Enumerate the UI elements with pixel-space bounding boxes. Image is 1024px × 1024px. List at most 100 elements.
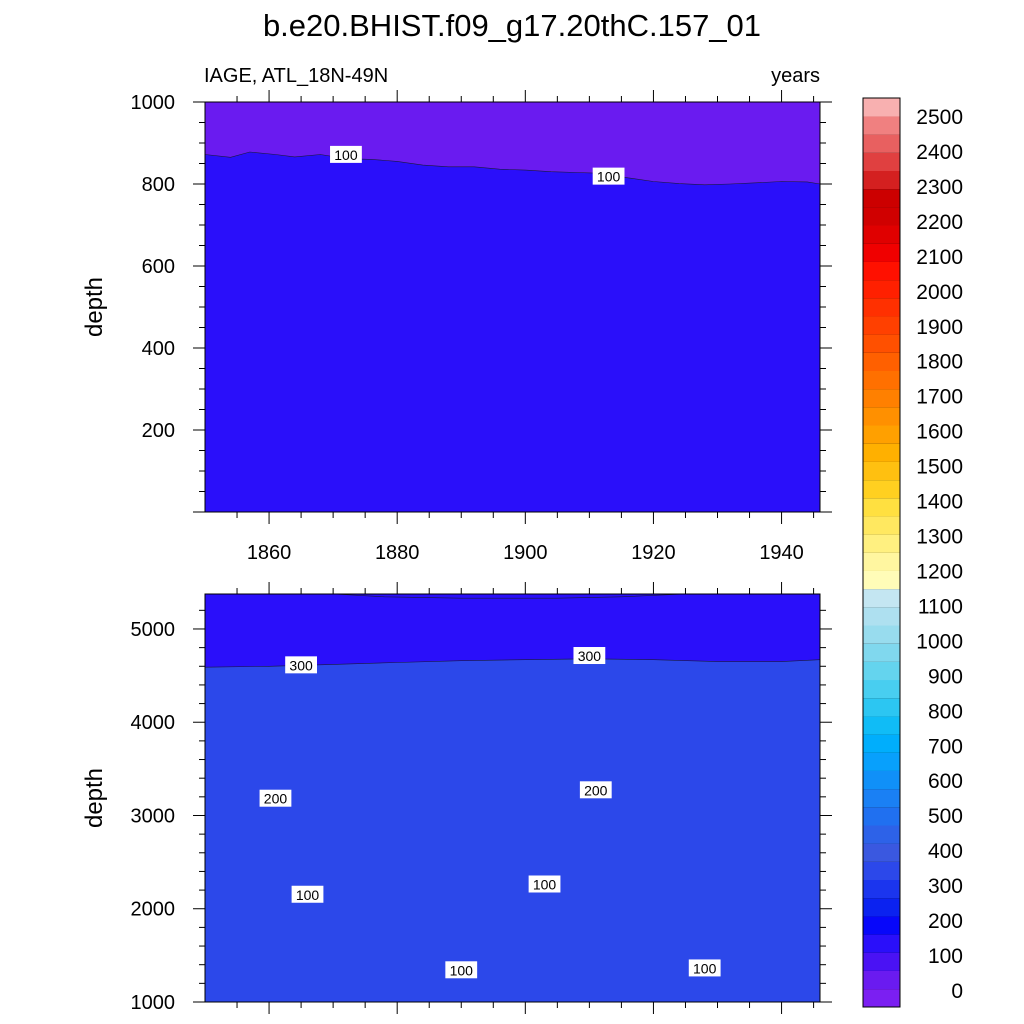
deep-ocean-panel: 100 100 100 100 200 200 300 300 1000 2000 3000 4000… (81, 582, 832, 1014)
colorbar-label-200: 200 (928, 910, 963, 933)
colorbar-swatch-18 (863, 661, 900, 681)
y-tick-label-bottom-3000: 3000 (131, 805, 176, 827)
svg-text:300: 300 (578, 648, 602, 664)
colorbar-label-400: 400 (928, 840, 963, 863)
colorbar-swatch-46 (863, 152, 900, 172)
colorbar-label-1900: 1900 (916, 316, 963, 339)
colorbar-label-300: 300 (928, 875, 963, 898)
colorbar-swatch-5 (863, 897, 900, 917)
variable-region-label: IAGE, ATL_18N-49N (204, 65, 388, 87)
colorbar-swatch-31 (863, 425, 900, 444)
y-axis-label-bottom: depth (81, 768, 108, 828)
contour-label-bottom-6: 300 (285, 656, 317, 674)
svg-text:100: 100 (533, 876, 557, 892)
colorbar-label-2100: 2100 (916, 246, 963, 269)
colorbar-label-100: 100 (928, 945, 963, 968)
colorbar-swatch-16 (863, 697, 900, 717)
colorbar-label-1700: 1700 (916, 386, 963, 409)
colorbar-swatch-20 (863, 625, 900, 644)
plot-frame-bottom (204, 593, 821, 1003)
colorbar-swatch-6 (863, 879, 900, 899)
colorbar-label-900: 900 (928, 665, 963, 688)
svg-text:100: 100 (450, 962, 474, 978)
colorbar-label-1500: 1500 (916, 456, 963, 479)
colorbar-label-600: 600 (928, 770, 963, 793)
y-tick-label-top-1000: 1000 (131, 92, 176, 114)
contour-label-bottom-5: 200 (579, 781, 612, 799)
colorbar-swatch-32 (863, 407, 900, 426)
svg-text:100: 100 (296, 887, 320, 903)
y-tick-label-top-600: 600 (142, 256, 175, 278)
y-tick-label-top-400: 400 (142, 338, 175, 360)
colorbar: 0 100 200 300 400 500 600 700 800 900 1000 1100 1200… (862, 97, 963, 1008)
colorbar-label-500: 500 (928, 805, 963, 828)
x-tick-label-top-1940: 1940 (759, 542, 804, 564)
colorbar-swatch-41 (863, 243, 900, 262)
colorbar-swatch-15 (863, 716, 900, 735)
colorbar-swatch-2 (863, 952, 900, 971)
svg-text:300: 300 (289, 657, 313, 673)
contour-label-bottom-7: 300 (573, 647, 606, 665)
colorbar-swatch-24 (863, 552, 900, 571)
y-tick-label-bottom-5000: 5000 (131, 619, 176, 641)
colorbar-swatch-26 (863, 516, 900, 535)
contour-label-bottom-4: 200 (259, 789, 292, 807)
contour-label-top-0: 100 (330, 145, 362, 163)
svg-text:100: 100 (597, 169, 621, 185)
colorbar-swatch-38 (863, 297, 900, 317)
contour-label-bottom-3: 100 (528, 875, 561, 893)
colorbar-swatch-48 (863, 116, 900, 135)
colorbar-swatch-39 (863, 279, 900, 299)
colorbar-label-2300: 2300 (916, 176, 963, 199)
contour-label-bottom-2: 100 (291, 885, 324, 903)
colorbar-swatch-45 (863, 170, 900, 190)
colorbar-swatch-10 (863, 807, 900, 826)
colorbar-swatch-37 (863, 316, 900, 335)
colorbar-label-1100: 1100 (918, 595, 963, 618)
colorbar-swatch-40 (863, 261, 900, 281)
contour-label-top-1: 100 (592, 167, 625, 185)
upper-ocean-panel: 100 100 1860 1880 1900 1920 1940 200 400 600 800 10… (81, 90, 832, 564)
colorbar-swatch-21 (863, 607, 900, 626)
colorbar-swatch-19 (863, 643, 900, 662)
colorbar-label-800: 800 (928, 700, 963, 723)
colorbar-swatch-8 (863, 843, 900, 862)
contour-label-bottom-0: 100 (445, 961, 478, 979)
contour-line-extra-bottom-0 (333, 594, 686, 599)
colorbar-swatch-44 (863, 188, 900, 208)
colorbar-swatch-7 (863, 861, 900, 881)
contour-fill-bottom-6 (205, 658, 820, 1002)
colorbar-swatch-36 (863, 334, 900, 353)
y-tick-label-bottom-2000: 2000 (131, 899, 176, 921)
colorbar-label-0: 0 (951, 980, 963, 1003)
colorbar-label-2500: 2500 (916, 106, 963, 129)
y-axis-label-top: depth (81, 277, 108, 337)
colorbar-label-1600: 1600 (916, 421, 963, 444)
colorbar-label-1400: 1400 (916, 491, 963, 514)
y-tick-label-top-800: 800 (142, 174, 175, 196)
colorbar-label-700: 700 (928, 735, 963, 758)
colorbar-swatch-23 (863, 570, 900, 590)
colorbar-swatch-3 (863, 934, 900, 953)
x-tick-label-top-1900: 1900 (503, 542, 548, 564)
x-tick-label-top-1860: 1860 (247, 542, 292, 564)
units-label: years (771, 65, 820, 87)
y-tick-label-top-200: 200 (142, 420, 175, 442)
colorbar-swatch-42 (863, 225, 900, 244)
contour-label-bottom-1: 100 (688, 959, 721, 977)
colorbar-swatch-0 (863, 988, 900, 1008)
colorbar-swatch-11 (863, 788, 900, 808)
colorbar-swatch-47 (863, 134, 900, 153)
colorbar-swatch-17 (863, 679, 900, 699)
colorbar-swatch-29 (863, 461, 900, 481)
y-tick-label-bottom-4000: 4000 (131, 712, 176, 734)
colorbar-label-2000: 2000 (916, 281, 963, 304)
colorbar-swatch-30 (863, 443, 900, 462)
colorbar-swatch-22 (863, 588, 900, 608)
colorbar-label-1000: 1000 (916, 630, 963, 653)
svg-text:200: 200 (264, 791, 288, 807)
x-tick-label-top-1920: 1920 (631, 542, 676, 564)
colorbar-swatch-28 (863, 479, 900, 499)
contour-line-top-2 (205, 151, 820, 186)
